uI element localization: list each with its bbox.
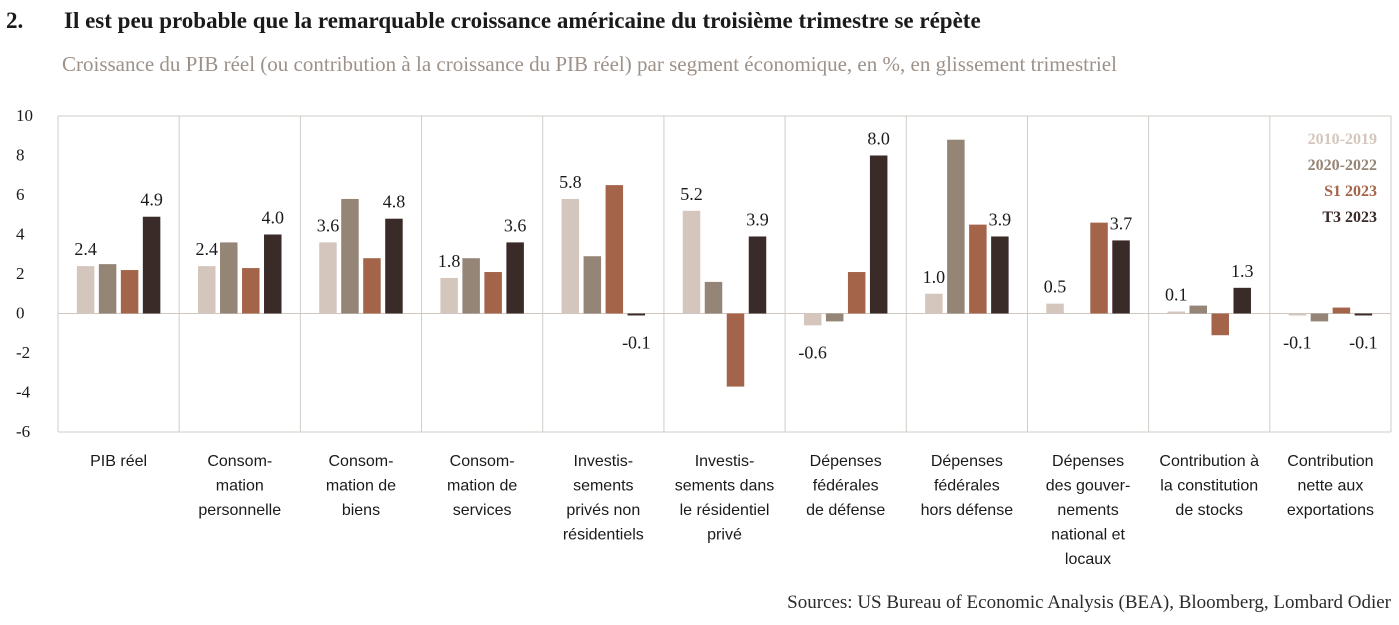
legend-entry: T3 2023 [1322,209,1377,226]
bar [76,266,95,314]
bar [440,277,458,314]
bar [704,281,723,314]
bar [1354,313,1373,316]
bar [583,256,602,314]
legend-entry: 2020-2022 [1308,157,1377,174]
bar [682,210,701,314]
y-tick-label: 8 [16,146,25,165]
data-label: 0.5 [1044,277,1067,297]
bar [991,236,1009,314]
data-label: 1.8 [438,251,461,271]
data-label: 4.8 [383,192,406,212]
bar [627,313,646,316]
bar [385,218,403,314]
chart-title: Il est peu probable que la remarquable c… [64,8,981,33]
bar [748,236,767,314]
bar [969,224,987,314]
category-label: PIB réel [90,453,147,470]
category-label: Consom-mation de services [447,453,517,519]
data-label: 3.7 [1110,213,1133,233]
bar [1046,303,1064,314]
data-label: -0.1 [1283,332,1312,352]
bar [142,216,161,314]
bar [363,258,381,314]
data-label: 4.9 [140,190,163,210]
figure-number: 2. [6,8,24,33]
chart-header: 2. Il est peu probable que la remarquabl… [6,8,1396,42]
bar [1189,305,1207,314]
data-label: -0.6 [798,342,827,362]
bar [925,293,943,314]
category-label: Dépenses des gouver-nements national et loc… [1046,453,1131,568]
bar [605,185,624,314]
y-tick-label: -2 [16,343,30,362]
bar [462,258,480,314]
category-label: Dépenses fédérales de défense [806,453,885,519]
y-tick-label: -6 [16,422,30,441]
data-label: 3.9 [746,209,769,229]
bar [1288,313,1307,316]
data-label: -0.1 [622,332,651,352]
sources-note: Sources: US Bureau of Economic Analysis … [787,592,1391,613]
bar [1233,287,1251,314]
y-tick-label: 6 [16,185,25,204]
data-label: 5.2 [680,184,703,204]
data-label: 1.3 [1231,261,1254,281]
bar [803,313,822,326]
data-label: 8.0 [867,129,890,149]
legend-entry: 2010-2019 [1308,131,1377,148]
bar [120,270,139,314]
bar [947,139,965,314]
data-label: 3.6 [317,215,340,235]
bar [825,313,844,322]
bar [726,313,745,387]
y-tick-label: -4 [16,383,31,402]
chart-subtitle: Croissance du PIB réel (ou contribution … [62,52,1117,76]
bar [98,264,117,314]
category-label: Consom-mation personnelle [198,453,281,519]
data-label: -0.1 [1349,332,1378,352]
data-label: 0.1 [1165,285,1188,305]
y-tick-label: 0 [16,304,25,323]
data-label: 3.9 [989,209,1012,229]
bar [1090,222,1108,314]
data-label: 2.4 [196,239,219,259]
bar [319,242,337,314]
data-label: 4.0 [262,208,285,228]
bar [341,198,359,314]
category-label: Contribution à la constitution de stocks [1159,453,1259,519]
bar [1112,240,1130,314]
bar [484,272,502,314]
y-tick-label: 10 [16,106,33,125]
y-tick-label: 4 [16,225,25,244]
bar [1310,313,1329,322]
data-label: 5.8 [559,172,582,192]
bar [1211,313,1229,336]
bar [506,242,524,314]
bar [264,234,282,314]
bar [1332,307,1351,314]
category-label: Investis-sements privés non résidentiels [563,453,644,544]
bar [1167,311,1185,314]
category-label: Contribution nette aux exportations [1287,453,1374,519]
bar [869,155,888,314]
category-label: Dépenses fédérales hors défense [921,453,1014,519]
bar [220,242,238,314]
category-label: Consom-mation de biens [326,453,396,519]
data-label: 3.6 [504,215,527,235]
category-label: Investis-sements dans le résidentiel privé [675,453,775,544]
bar [242,268,260,314]
data-label: 1.0 [923,267,946,287]
bar [847,272,866,314]
bar [561,198,580,314]
data-label: 2.4 [74,239,97,259]
bar [198,266,216,314]
y-tick-label: 2 [16,264,25,283]
legend-entry: S1 2023 [1324,183,1377,200]
